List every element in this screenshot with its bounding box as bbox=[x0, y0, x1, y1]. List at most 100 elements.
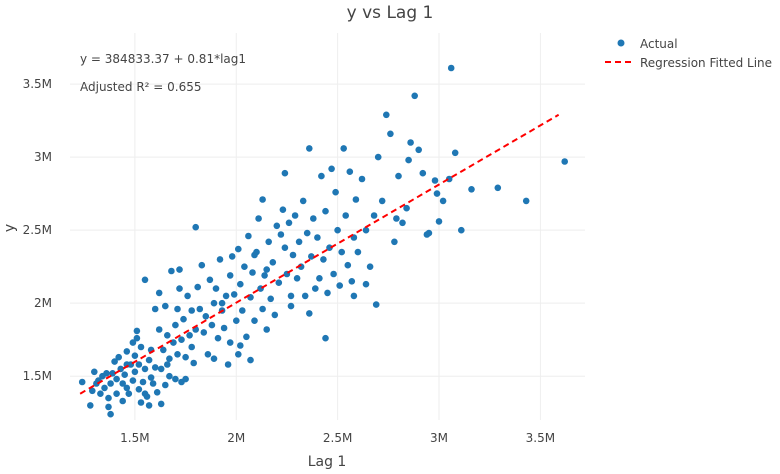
data-point bbox=[143, 393, 151, 400]
data-point bbox=[403, 204, 410, 212]
data-point bbox=[354, 248, 362, 256]
data-point bbox=[214, 334, 222, 342]
data-point bbox=[279, 206, 287, 213]
data-point bbox=[399, 219, 406, 227]
data-point bbox=[212, 285, 220, 292]
data-point bbox=[145, 356, 153, 364]
data-point bbox=[157, 365, 165, 373]
data-point bbox=[228, 253, 236, 260]
data-point bbox=[155, 326, 163, 333]
data-point bbox=[129, 377, 137, 384]
data-point bbox=[322, 207, 329, 215]
data-point bbox=[239, 307, 246, 314]
data-point bbox=[166, 355, 173, 363]
data-point bbox=[137, 343, 145, 351]
data-point bbox=[362, 226, 370, 234]
data-point bbox=[200, 329, 208, 336]
legend-item-actual[interactable]: Actual bbox=[617, 37, 678, 51]
data-point bbox=[78, 378, 86, 386]
data-point bbox=[310, 215, 317, 222]
data-point bbox=[447, 64, 455, 72]
data-point bbox=[192, 223, 199, 231]
data-point bbox=[344, 261, 352, 269]
data-point bbox=[322, 334, 329, 342]
data-point bbox=[267, 295, 275, 303]
legend: Actual Regression Fitted Line bbox=[605, 37, 772, 70]
data-point bbox=[261, 272, 268, 279]
data-point bbox=[105, 394, 112, 402]
data-point bbox=[155, 289, 163, 297]
grid-lines bbox=[70, 33, 585, 420]
data-point bbox=[153, 389, 161, 396]
x-tick-label: 1.5M bbox=[120, 431, 149, 445]
data-point bbox=[176, 285, 183, 292]
data-point bbox=[172, 375, 179, 383]
data-point bbox=[97, 390, 104, 398]
data-point bbox=[326, 244, 333, 251]
data-point bbox=[131, 352, 139, 360]
legend-item-regression[interactable]: Regression Fitted Line bbox=[605, 56, 772, 70]
data-point bbox=[378, 197, 386, 205]
data-point bbox=[411, 92, 419, 100]
data-point bbox=[210, 299, 218, 307]
data-point bbox=[113, 390, 120, 398]
data-point bbox=[184, 292, 191, 300]
y-tick-label: 2.5M bbox=[23, 223, 52, 237]
data-point bbox=[306, 145, 313, 152]
data-point bbox=[374, 153, 382, 161]
data-point bbox=[273, 222, 281, 230]
x-tick-label: 3.5M bbox=[526, 431, 555, 445]
data-point bbox=[204, 351, 212, 358]
data-point bbox=[151, 364, 159, 371]
data-point bbox=[157, 400, 165, 408]
data-point bbox=[133, 334, 141, 342]
data-point bbox=[271, 311, 279, 319]
data-point bbox=[121, 371, 128, 379]
data-point bbox=[198, 261, 206, 269]
legend-label-actual: Actual bbox=[640, 37, 678, 51]
data-point bbox=[149, 380, 157, 387]
data-point bbox=[249, 269, 256, 276]
data-point bbox=[370, 212, 378, 219]
y-tick-label: 2M bbox=[34, 296, 52, 310]
data-point bbox=[208, 321, 216, 329]
data-point bbox=[113, 375, 120, 383]
data-point bbox=[164, 332, 171, 339]
data-point bbox=[308, 253, 315, 260]
data-point bbox=[230, 291, 238, 298]
data-point bbox=[468, 186, 475, 193]
data-point bbox=[188, 307, 195, 314]
data-point bbox=[301, 292, 309, 300]
y-tick-label: 1.5M bbox=[23, 369, 52, 383]
data-point bbox=[303, 229, 311, 237]
data-point bbox=[383, 111, 390, 119]
data-point bbox=[166, 372, 173, 380]
data-point bbox=[366, 263, 374, 271]
data-point bbox=[439, 197, 447, 205]
data-point bbox=[141, 365, 149, 373]
data-point bbox=[174, 351, 181, 358]
data-point bbox=[387, 130, 394, 138]
data-point bbox=[245, 232, 252, 240]
data-point bbox=[194, 283, 201, 291]
data-point bbox=[324, 289, 331, 297]
data-point bbox=[119, 380, 126, 387]
x-tick-label: 2.5M bbox=[323, 431, 352, 445]
x-axis-title: Lag 1 bbox=[308, 454, 347, 470]
data-point bbox=[358, 175, 366, 183]
data-point bbox=[263, 326, 271, 333]
actual-points bbox=[78, 64, 568, 418]
data-point bbox=[316, 275, 323, 282]
data-point bbox=[91, 368, 98, 376]
data-point bbox=[180, 315, 187, 323]
data-point bbox=[115, 353, 122, 361]
data-point bbox=[162, 381, 169, 389]
data-point bbox=[107, 410, 114, 418]
data-point bbox=[561, 158, 568, 165]
data-point bbox=[147, 374, 155, 381]
data-point bbox=[277, 231, 285, 238]
data-point bbox=[241, 263, 248, 271]
regression-fitted-line bbox=[79, 113, 560, 395]
data-point bbox=[281, 244, 289, 251]
